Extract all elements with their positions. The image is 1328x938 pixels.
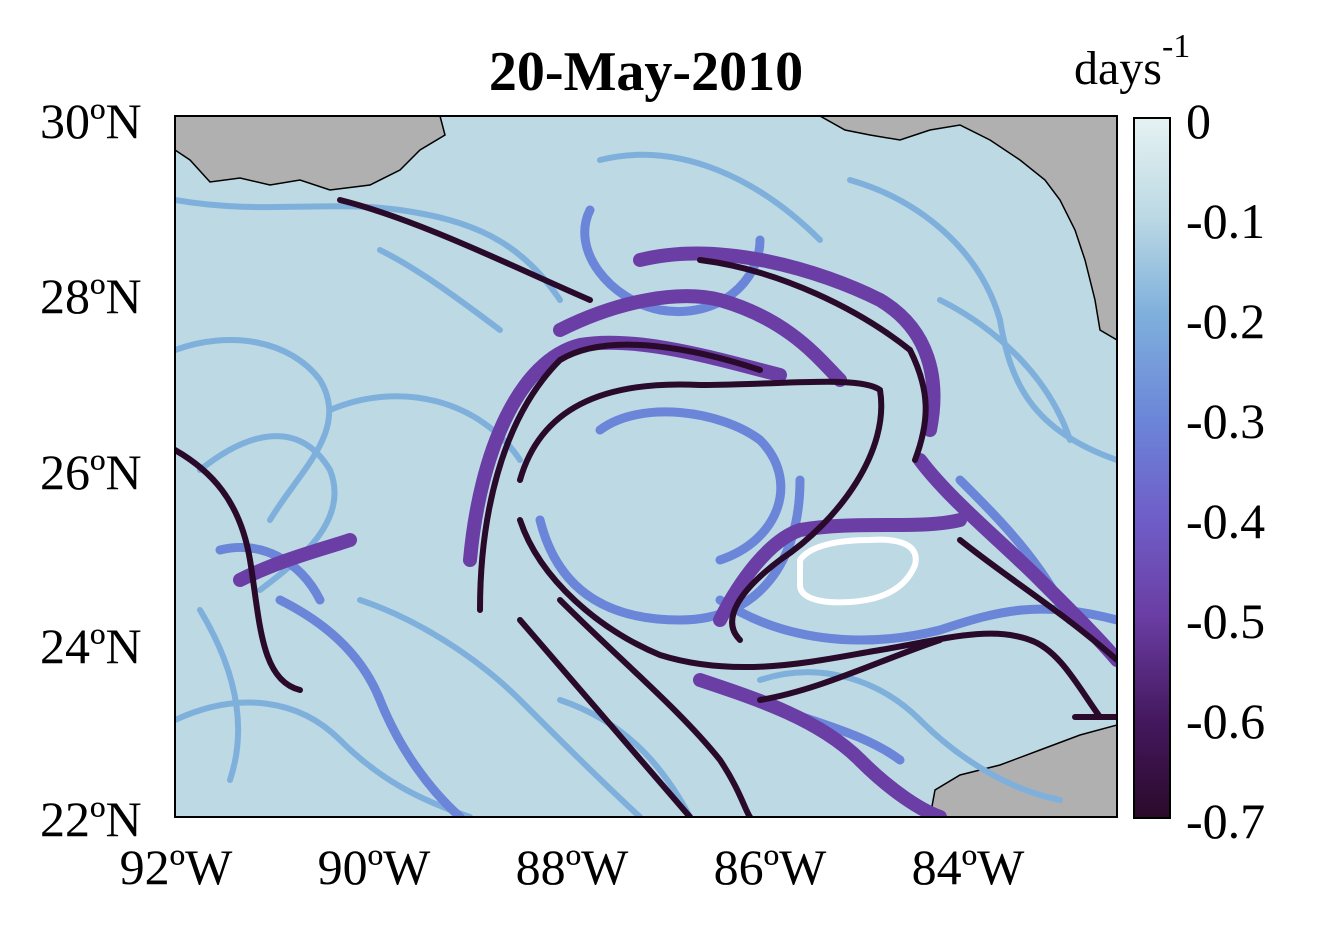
lat-label: 28ºN — [40, 268, 142, 324]
colorbar-tick: -0.3 — [1186, 393, 1266, 449]
colorbar-tick: -0.1 — [1186, 193, 1266, 249]
colorbar-tick: -0.7 — [1186, 793, 1266, 849]
land-florida — [818, 116, 1117, 341]
colorbar-tick: -0.2 — [1186, 293, 1266, 349]
lon-label: 90ºW — [317, 839, 431, 895]
land-louisiana — [175, 116, 446, 191]
lon-label: 88ºW — [515, 839, 629, 895]
map-area — [175, 116, 1117, 817]
lon-label: 92ºW — [119, 839, 233, 895]
lat-label: 24ºN — [40, 618, 142, 674]
map-frame — [174, 115, 1118, 818]
ocean-background — [175, 116, 1117, 817]
colorbar-units: days-1 — [1074, 28, 1190, 96]
lon-label: 86ºW — [713, 839, 827, 895]
colorbar — [1133, 117, 1171, 819]
colorbar-tick: 0 — [1186, 93, 1211, 149]
lon-label: 84ºW — [911, 839, 1025, 895]
colorbar-tick: -0.6 — [1186, 693, 1266, 749]
lat-label: 30ºN — [40, 93, 142, 149]
colorbar-unit-exponent: -1 — [1161, 28, 1191, 65]
figure-title: 20-May-2010 — [488, 41, 804, 103]
lat-label: 22ºN — [40, 791, 142, 847]
colorbar-tick: -0.5 — [1186, 593, 1266, 649]
colorbar-unit-base: days — [1074, 42, 1162, 95]
colorbar-tick: -0.4 — [1186, 493, 1266, 549]
eddy-white-contour — [797, 536, 919, 606]
lat-label: 26ºN — [40, 444, 142, 500]
land-cuba — [929, 724, 1117, 817]
